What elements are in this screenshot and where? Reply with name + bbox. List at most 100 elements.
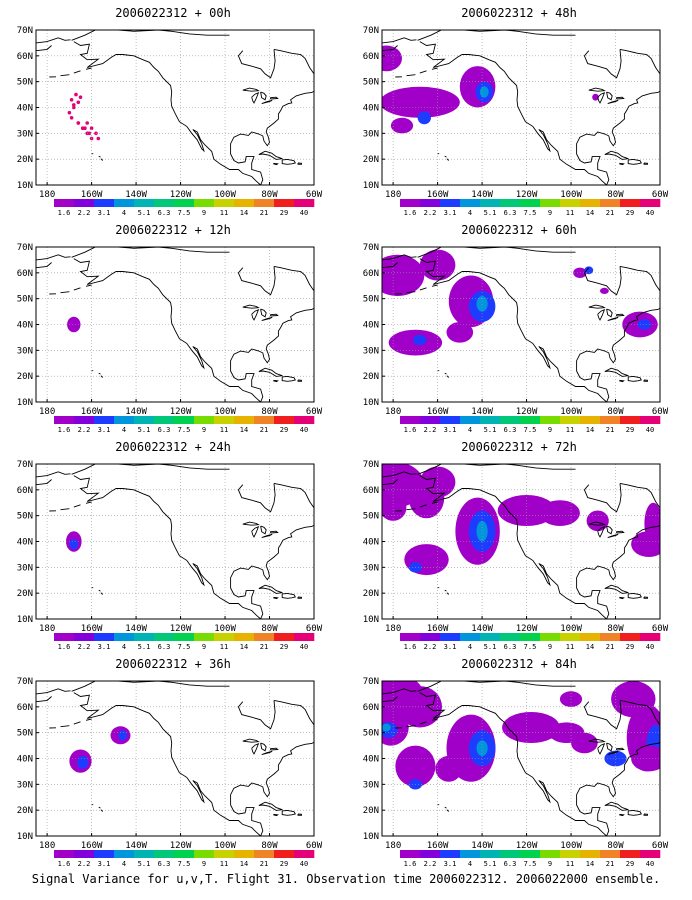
variance-contour [382, 254, 425, 297]
variance-contour [77, 755, 89, 769]
observation-dot [80, 126, 85, 130]
colorbar-swatch [420, 850, 441, 858]
lon-tick-label: 140W [471, 190, 493, 200]
variance-contour [395, 745, 436, 787]
observation-dot [72, 105, 76, 110]
colorbar-swatch [560, 633, 581, 641]
lat-tick-label: 60N [363, 52, 379, 62]
colorbar-swatch [134, 199, 155, 207]
map-panel-48h: 2006022312 + 48h 70N 60N 50N 40N 30N 20N 10N 180… [346, 0, 692, 225]
colorbar-swatch [500, 633, 521, 641]
colorbar-label: 11 [220, 643, 228, 651]
colorbar-label: 9 [548, 426, 552, 434]
lat-tick-label: 30N [17, 129, 33, 139]
map-plot: 70N 60N 50N 40N 30N 20N 10N 180 160W 140W 120W 100W… [363, 26, 669, 217]
variance-field [382, 464, 660, 576]
lat-tick-label: 40N [363, 755, 379, 765]
lat-tick-label: 70N [17, 243, 33, 253]
colorbar-label: 7.5 [178, 426, 191, 434]
colorbar: 1.6 2.2 3.1 4 5.1 6.3 7.5 9 11 14 21 29 40 [400, 850, 661, 868]
colorbar-label: 29 [626, 209, 634, 217]
colorbar-swatch [600, 633, 621, 641]
colorbar-swatch [154, 633, 175, 641]
lat-tick-label: 20N [17, 589, 33, 599]
colorbar-label: 4 [468, 426, 472, 434]
colorbar-swatch [520, 199, 541, 207]
lon-tick-label: 140W [125, 841, 147, 851]
lat-tick-label: 60N [363, 486, 379, 496]
lon-tick-label: 80W [261, 841, 278, 851]
colorbar-label: 7.5 [524, 209, 537, 217]
colorbar-swatch [94, 416, 115, 424]
lat-tick-label: 60N [17, 269, 33, 279]
colorbar-swatch [580, 199, 601, 207]
colorbar-swatch [74, 199, 95, 207]
lat-tick-label: 40N [17, 538, 33, 548]
colorbar-swatch [214, 199, 235, 207]
colorbar-swatch [274, 416, 295, 424]
colorbar-label: 5.1 [138, 860, 151, 868]
colorbar-swatch [254, 199, 275, 207]
colorbar-label: 40 [300, 426, 308, 434]
colorbar-label: 14 [240, 426, 248, 434]
colorbar-swatch [254, 850, 275, 858]
lat-tick-label: 10N [363, 398, 379, 408]
lat-tick-label: 60N [363, 269, 379, 279]
colorbar-label: 14 [240, 860, 248, 868]
lat-tick-label: 30N [363, 563, 379, 573]
lat-tick-label: 30N [363, 346, 379, 356]
lon-tick-label: 120W [170, 190, 192, 200]
variance-contour [586, 510, 609, 532]
lon-tick-label: 100W [560, 190, 582, 200]
lon-tick-label: 100W [214, 841, 236, 851]
panel-title: 2006022312 + 24h [115, 440, 231, 454]
colorbar-label: 7.5 [178, 209, 191, 217]
colorbar-swatch [540, 199, 561, 207]
colorbar-label: 5.1 [484, 426, 497, 434]
lon-tick-label: 180 [39, 624, 55, 634]
colorbar-swatch [400, 633, 421, 641]
variance-contour [604, 750, 627, 767]
colorbar-swatch [600, 850, 621, 858]
colorbar-label: 2.2 [424, 209, 437, 217]
colorbar-swatch [480, 850, 501, 858]
colorbar-swatch [620, 633, 641, 641]
colorbar-swatch [94, 633, 115, 641]
colorbar-label: 6.3 [504, 209, 517, 217]
lon-tick-label: 80W [607, 841, 624, 851]
variance-contour [600, 287, 609, 294]
lat-tick-label: 20N [363, 589, 379, 599]
lon-tick-label: 100W [214, 190, 236, 200]
colorbar-swatch [274, 633, 295, 641]
colorbar-label: 4 [122, 209, 126, 217]
lon-tick-label: 180 [385, 190, 401, 200]
colorbar-label: 7.5 [524, 426, 537, 434]
variance-contour [479, 86, 489, 98]
colorbar-label: 1.6 [404, 426, 417, 434]
lat-tick-label: 20N [363, 372, 379, 382]
colorbar-swatch [560, 416, 581, 424]
lon-tick-label: 120W [170, 407, 192, 417]
lat-tick-label: 70N [17, 460, 33, 470]
colorbar-label: 7.5 [524, 860, 537, 868]
variance-contour [397, 686, 442, 728]
colorbar-label: 4 [122, 643, 126, 651]
colorbar-swatch [154, 199, 175, 207]
variance-contour [118, 730, 128, 741]
colorbar-label: 21 [606, 643, 614, 651]
colorbar: 1.6 2.2 3.1 4 5.1 6.3 7.5 9 11 14 21 29 40 [54, 850, 315, 868]
colorbar-label: 1.6 [58, 426, 71, 434]
colorbar-swatch [400, 199, 421, 207]
colorbar-swatch [54, 850, 75, 858]
variance-contour [67, 316, 81, 333]
lon-tick-label: 140W [471, 624, 493, 634]
lon-tick-label: 140W [125, 407, 147, 417]
map-plot: 70N 60N 50N 40N 30N 20N 10N 180 160W 140W 120W 100W… [363, 460, 669, 651]
colorbar: 1.6 2.2 3.1 4 5.1 6.3 7.5 9 11 14 21 29 40 [54, 633, 315, 651]
variance-contour [631, 745, 660, 772]
colorbar-label: 21 [606, 860, 614, 868]
map-plot: 70N 60N 50N 40N 30N 20N 10N 180 160W 140W 120W 100W… [17, 460, 323, 651]
colorbar-label: 7.5 [178, 643, 191, 651]
panel-title: 2006022312 + 12h [115, 223, 231, 237]
colorbar-swatch [74, 850, 95, 858]
